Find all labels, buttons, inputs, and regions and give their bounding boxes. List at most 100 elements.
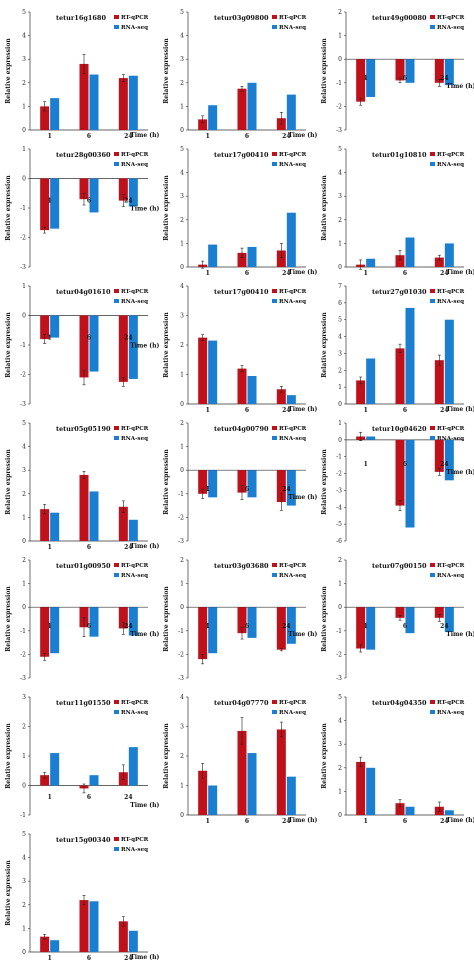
x-tick-label: 6 (245, 623, 249, 630)
legend-swatch-rt-qpcr (430, 700, 435, 704)
legend-label-rt-qpcr: RT-qPCR (121, 289, 149, 295)
y-tick-label: 3 (22, 56, 26, 63)
bar-rt-qpcr (79, 474, 89, 541)
y-tick-label: 5 (22, 831, 26, 838)
bar-rna-seq (247, 607, 257, 638)
x-tick-label: 1 (48, 794, 52, 801)
y-tick-label: 2 (338, 765, 342, 772)
y-tick-label: 1 (180, 783, 184, 790)
y-tick-label: 1 (22, 103, 26, 110)
bar-rna-seq (286, 94, 296, 130)
bar-rt-qpcr (395, 255, 405, 267)
chart-title: tetur04g01610 (56, 288, 111, 296)
legend-label-rt-qpcr: RT-qPCR (279, 563, 307, 569)
bar-rt-qpcr (356, 607, 366, 649)
legend-swatch-rna-seq (272, 25, 277, 29)
bar-rna-seq (444, 439, 454, 481)
y-tick-label: 0 (180, 127, 184, 134)
chart-title: tetur28g00360 (56, 151, 111, 159)
legend-swatch-rt-qpcr (272, 289, 277, 293)
legend-swatch-rna-seq (430, 299, 435, 303)
legend-swatch-rt-qpcr (430, 289, 435, 293)
chart-title: tetur04g00790 (214, 425, 269, 433)
bar-chart: -3 -2 -1 0 1 2 Relative expression tetur04g0079… (163, 420, 318, 545)
x-tick-label: 1 (48, 623, 52, 630)
y-tick-label: -1 (178, 491, 184, 498)
bar-chart: -3 -2 -1 0 1 Relative expression tetur28g00360… (5, 146, 160, 271)
bar-rt-qpcr (40, 936, 50, 952)
bar-rna-seq (444, 319, 454, 404)
bar-rna-seq (89, 315, 99, 372)
legend-label-rna-seq: RNA-seq (121, 299, 148, 305)
bar-rna-seq (247, 375, 257, 404)
y-axis-title: Relative expression (5, 723, 12, 789)
legend-swatch-rna-seq (272, 710, 277, 714)
x-tick-label: 1 (364, 461, 368, 468)
y-tick-label: 0 (338, 264, 342, 271)
bar-rna-seq (444, 810, 454, 815)
legend-swatch-rna-seq (114, 573, 119, 577)
legend-label-rna-seq: RNA-seq (437, 299, 464, 305)
bar-rna-seq (405, 59, 415, 83)
x-tick-label: 1 (364, 407, 368, 414)
bar-rna-seq (247, 753, 257, 815)
bar-rt-qpcr (434, 607, 444, 618)
x-axis-title: Time (h) (288, 494, 317, 501)
y-axis-title: Relative expression (163, 723, 170, 789)
y-tick-label: 3 (338, 350, 342, 357)
bar-rna-seq (286, 776, 296, 815)
y-tick-label: -1 (20, 812, 26, 819)
legend-label-rna-seq: RNA-seq (121, 847, 148, 853)
y-axis-title: Relative expression (5, 586, 12, 652)
chart-panel: 0 1 2 3 4 5 6 7 Relative expression tetur27g01030… (316, 276, 474, 414)
bar-rna-seq (366, 767, 376, 815)
y-tick-label: 5 (338, 146, 342, 153)
x-axis-title: Time (h) (288, 132, 317, 139)
bar-rt-qpcr (79, 315, 89, 378)
x-tick-label: 6 (245, 818, 249, 825)
x-tick-label: 1 (206, 407, 210, 414)
x-tick-label: 6 (245, 133, 249, 140)
y-tick-label: -3 (336, 675, 342, 682)
legend-label-rt-qpcr: RT-qPCR (121, 426, 149, 432)
legend-label-rt-qpcr: RT-qPCR (437, 700, 465, 706)
y-tick-label: 3 (180, 193, 184, 200)
bar-chart: 0 1 2 3 4 5 Relative expression tetur17g00410 RT… (163, 146, 318, 277)
bar-rt-qpcr (118, 78, 128, 130)
bar-rt-qpcr (79, 607, 89, 628)
bar-rt-qpcr (237, 252, 247, 267)
legend-label-rt-qpcr: RT-qPCR (437, 289, 465, 295)
legend-label-rt-qpcr: RT-qPCR (121, 563, 149, 569)
y-tick-label: 3 (22, 878, 26, 885)
y-tick-label: -2 (178, 651, 184, 658)
x-tick-label: 6 (403, 407, 407, 414)
x-tick-label: 1 (48, 334, 52, 341)
y-tick-label: 1 (180, 444, 184, 451)
x-tick-label: 1 (206, 486, 210, 493)
x-tick-label: 6 (87, 623, 91, 630)
x-tick-label: 6 (87, 197, 91, 204)
y-tick-label: -2 (20, 651, 26, 658)
y-tick-label: 2 (22, 491, 26, 498)
y-tick-label: 0 (22, 176, 26, 183)
y-tick-label: 2 (180, 217, 184, 224)
bar-rna-seq (208, 785, 218, 815)
chart-panel: -3 -2 -1 0 1 2 Relative expression tetur03g0368… (158, 550, 318, 687)
bar-rt-qpcr (395, 59, 405, 81)
y-tick-label: 7 (338, 283, 342, 290)
bar-rna-seq (128, 930, 138, 952)
bar-rt-qpcr (276, 470, 286, 503)
y-tick-label: 0 (22, 949, 26, 956)
bar-chart: -6 -5 -4 -3 -2 -1 0 1 Relative expression tetur10… (321, 420, 474, 545)
y-tick-label: -3 (20, 675, 26, 682)
y-tick-label: 4 (338, 334, 342, 341)
legend-swatch-rt-qpcr (272, 15, 277, 19)
bar-chart: -1 0 1 2 3 Relative expression tetur11g01550 RT… (5, 694, 160, 819)
x-axis-title: Time (h) (288, 817, 317, 824)
chart-title: tetur27g01030 (372, 288, 427, 296)
x-axis-title: Time (h) (130, 132, 159, 139)
legend-swatch-rna-seq (272, 162, 277, 166)
y-tick-label: 5 (22, 420, 26, 427)
y-axis-title: Relative expression (321, 312, 328, 378)
bar-rt-qpcr (79, 900, 89, 952)
